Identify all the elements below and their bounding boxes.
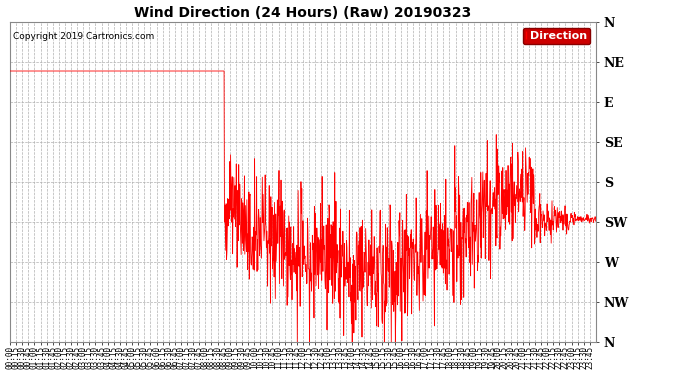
Text: Copyright 2019 Cartronics.com: Copyright 2019 Cartronics.com [13,32,155,41]
Title: Wind Direction (24 Hours) (Raw) 20190323: Wind Direction (24 Hours) (Raw) 20190323 [134,6,471,20]
Legend: Direction: Direction [523,28,590,44]
